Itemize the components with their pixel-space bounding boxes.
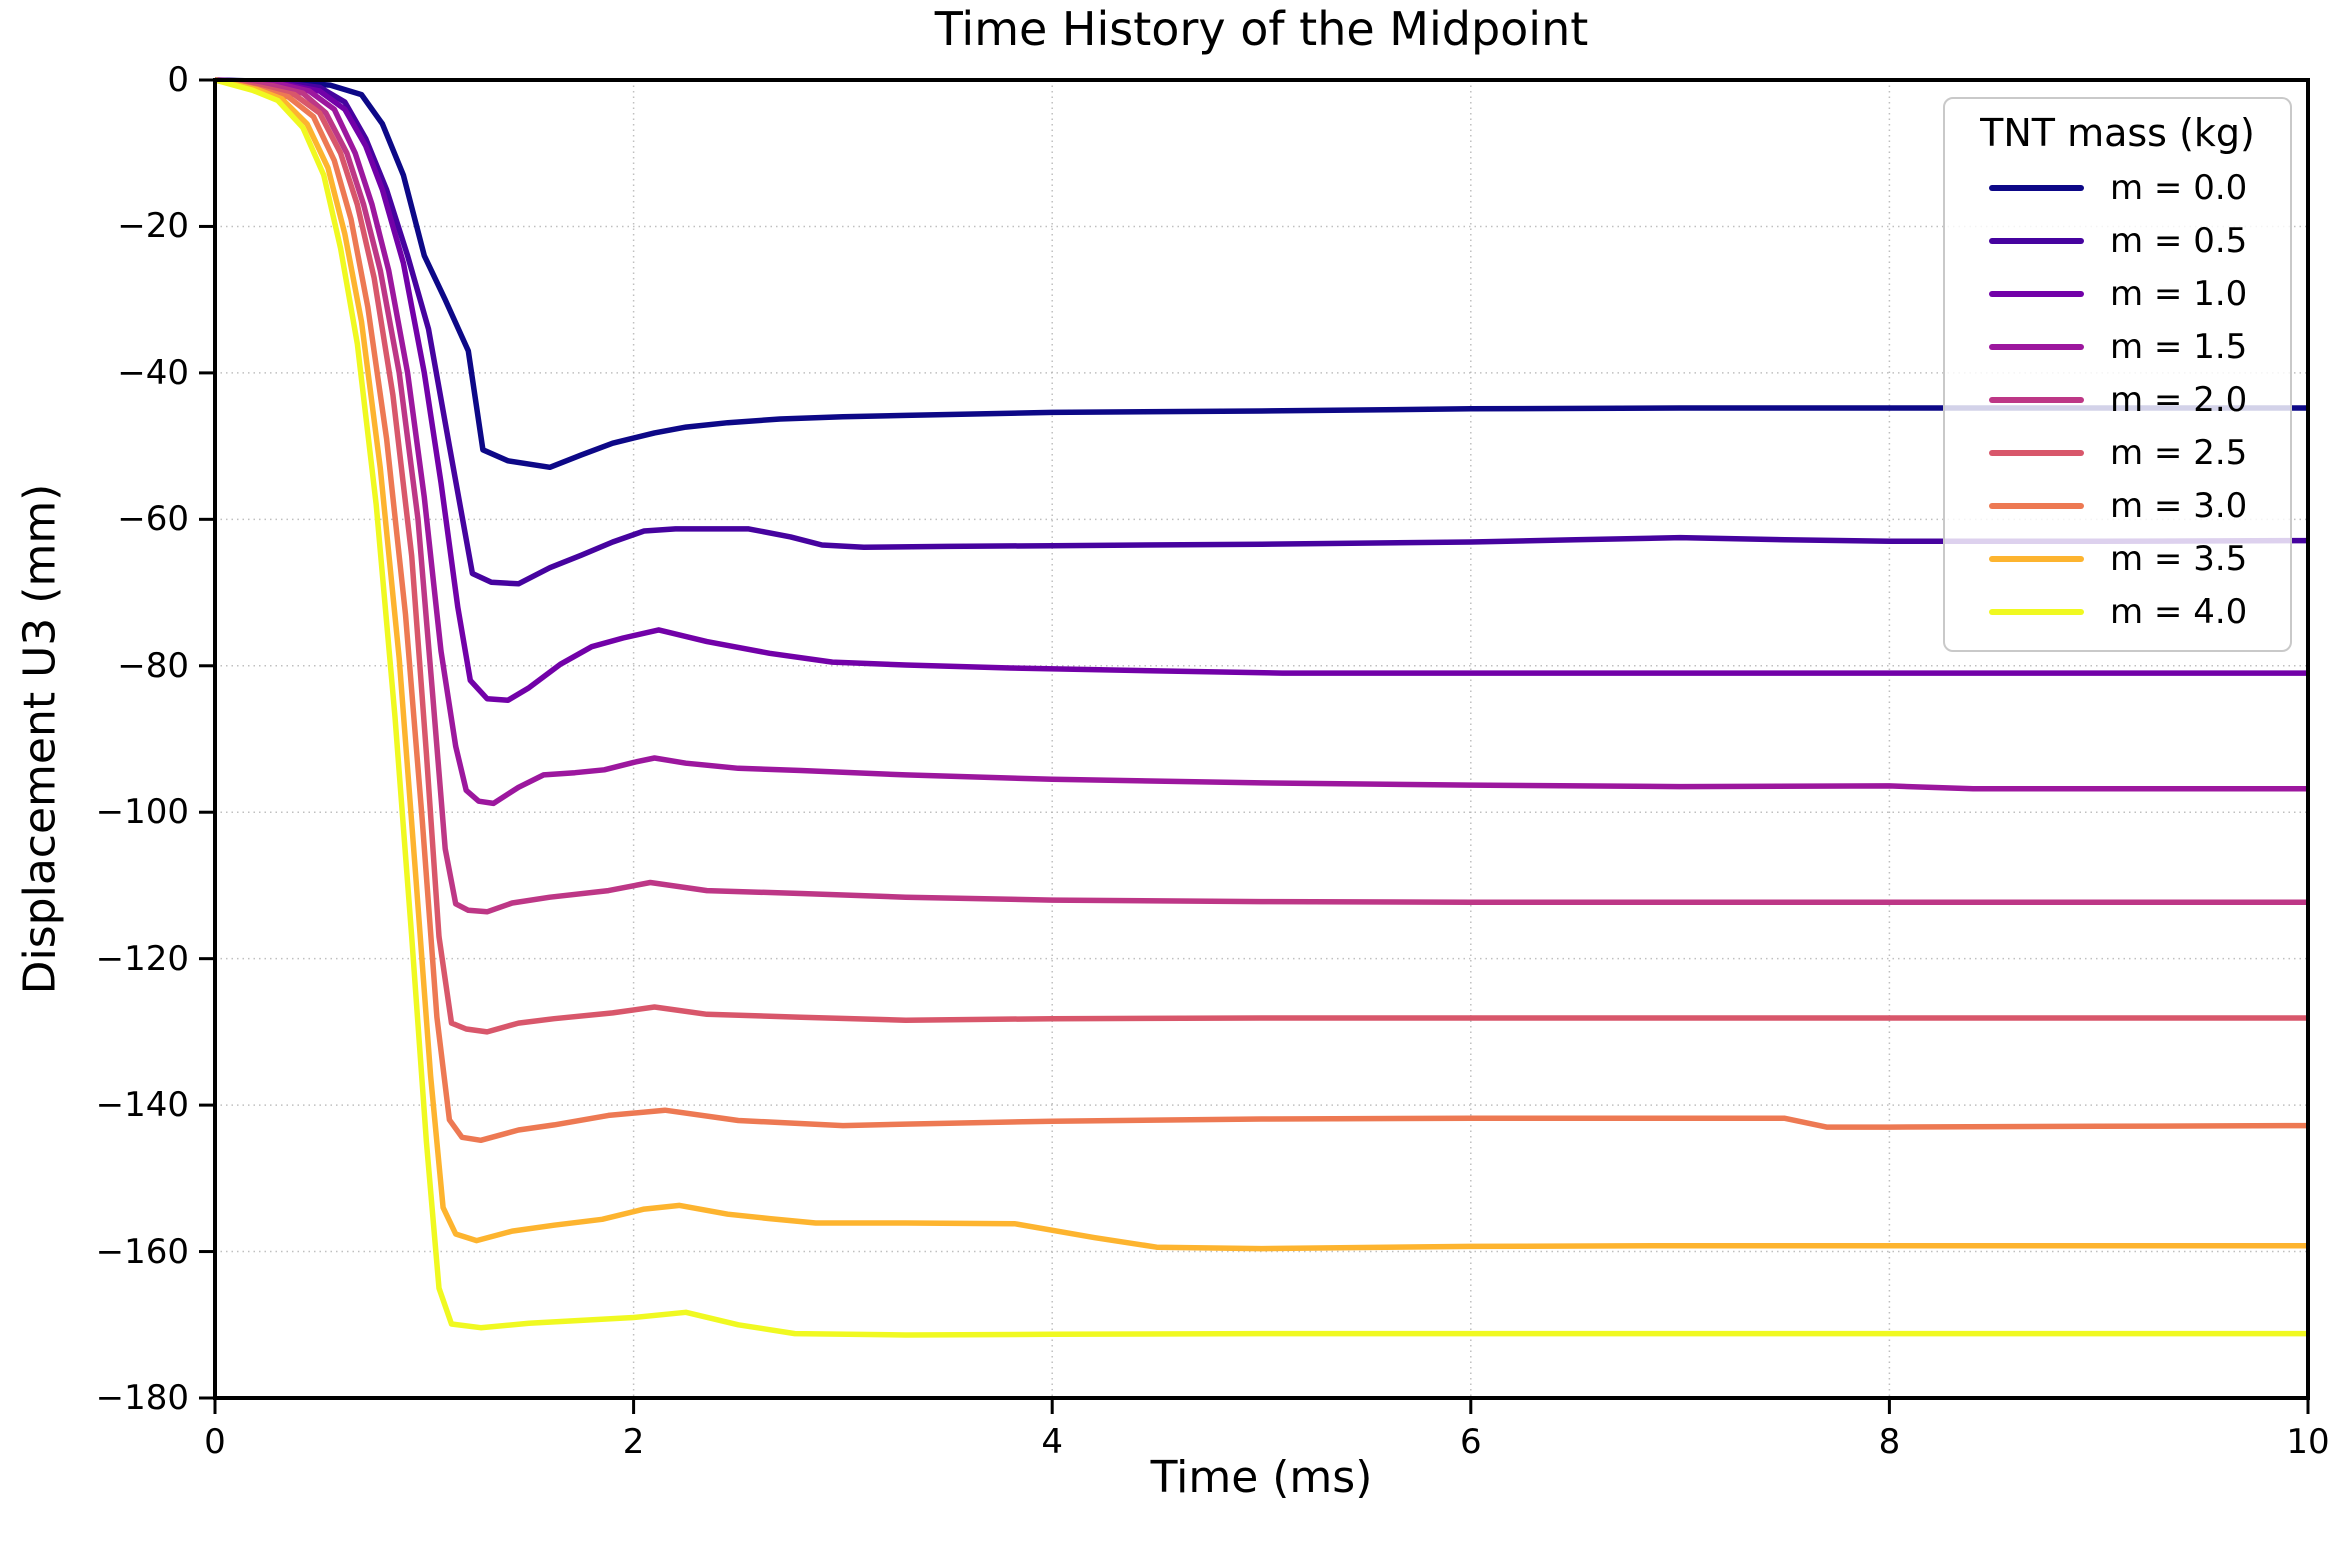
y-tick-label: 0 [167, 60, 189, 100]
legend-line-swatch [1989, 290, 2084, 297]
legend-line-swatch [1989, 555, 2084, 562]
series-line [214, 77, 2308, 1035]
legend-item: m = 0.0 [1959, 161, 2276, 214]
y-tick-label: −40 [117, 352, 189, 393]
y-tick-label: −120 [95, 938, 189, 979]
legend-items: m = 0.0 m = 0.5 m = 1.0 m = 1.5 m = 2.0 m = 2… [1959, 161, 2276, 638]
legend-line-swatch [1989, 237, 2084, 244]
series-line [214, 77, 2308, 471]
series-line [214, 77, 2309, 587]
y-tick-label: −20 [117, 206, 189, 247]
y-tick-label: −140 [95, 1085, 189, 1126]
legend-item: m = 3.0 [1959, 479, 2276, 532]
legend-line-swatch [1989, 396, 2084, 403]
y-axis-label: Displacement U3 (mm) [14, 483, 66, 995]
x-tick-label: 4 [1041, 1422, 1064, 1462]
legend-item: m = 4.0 [1959, 585, 2276, 638]
legend-item-label: m = 3.5 [2110, 538, 2248, 579]
legend-item-label: m = 1.0 [2110, 273, 2248, 314]
legend: TNT mass (kg) m = 0.0 m = 0.5 m = 1.0 m = 1… [1943, 97, 2292, 652]
series-line [214, 77, 2308, 703]
legend-line-swatch [1989, 449, 2084, 456]
y-tick-label: −100 [95, 792, 189, 833]
legend-item-label: m = 2.0 [2110, 379, 2248, 420]
x-tick-label: 2 [622, 1422, 645, 1462]
y-tick-label: −60 [117, 499, 189, 540]
legend-item: m = 0.5 [1959, 214, 2276, 267]
x-tick-label: 6 [1459, 1422, 1482, 1462]
legend-line-swatch [1989, 184, 2084, 191]
legend-line-swatch [1989, 343, 2084, 350]
legend-item: m = 1.0 [1959, 267, 2276, 320]
series-line [214, 77, 2308, 1338]
legend-item-label: m = 4.0 [2110, 591, 2248, 632]
y-tick-label: −80 [117, 645, 189, 686]
x-tick-label: 10 [2286, 1422, 2330, 1462]
legend-item-label: m = 0.0 [2110, 167, 2248, 208]
legend-item-label: m = 2.5 [2110, 432, 2248, 473]
y-tick-label: −160 [95, 1231, 189, 1272]
legend-item: m = 3.5 [1959, 532, 2276, 585]
series-line [214, 77, 2308, 915]
x-tick-label: 8 [1878, 1422, 1901, 1462]
legend-item: m = 2.0 [1959, 373, 2276, 426]
legend-line-swatch [1989, 502, 2084, 509]
series-line [214, 77, 2309, 1144]
series-line [214, 77, 2308, 807]
x-axis-label: Time (ms) [1150, 1452, 1373, 1503]
legend-item-label: m = 3.0 [2110, 485, 2248, 526]
legend-title: TNT mass (kg) [1980, 111, 2255, 155]
legend-item: m = 1.5 [1959, 320, 2276, 373]
series-line [214, 77, 2308, 1252]
y-tick-label: −180 [95, 1378, 189, 1418]
plot-spines [213, 78, 2310, 1400]
x-tick-label: 0 [204, 1422, 226, 1462]
legend-line-swatch [1989, 608, 2084, 615]
chart-title: Time History of the Midpoint [934, 2, 1589, 56]
legend-item-label: m = 1.5 [2110, 326, 2248, 367]
legend-item-label: m = 0.5 [2110, 220, 2248, 261]
legend-item: m = 2.5 [1959, 426, 2276, 479]
